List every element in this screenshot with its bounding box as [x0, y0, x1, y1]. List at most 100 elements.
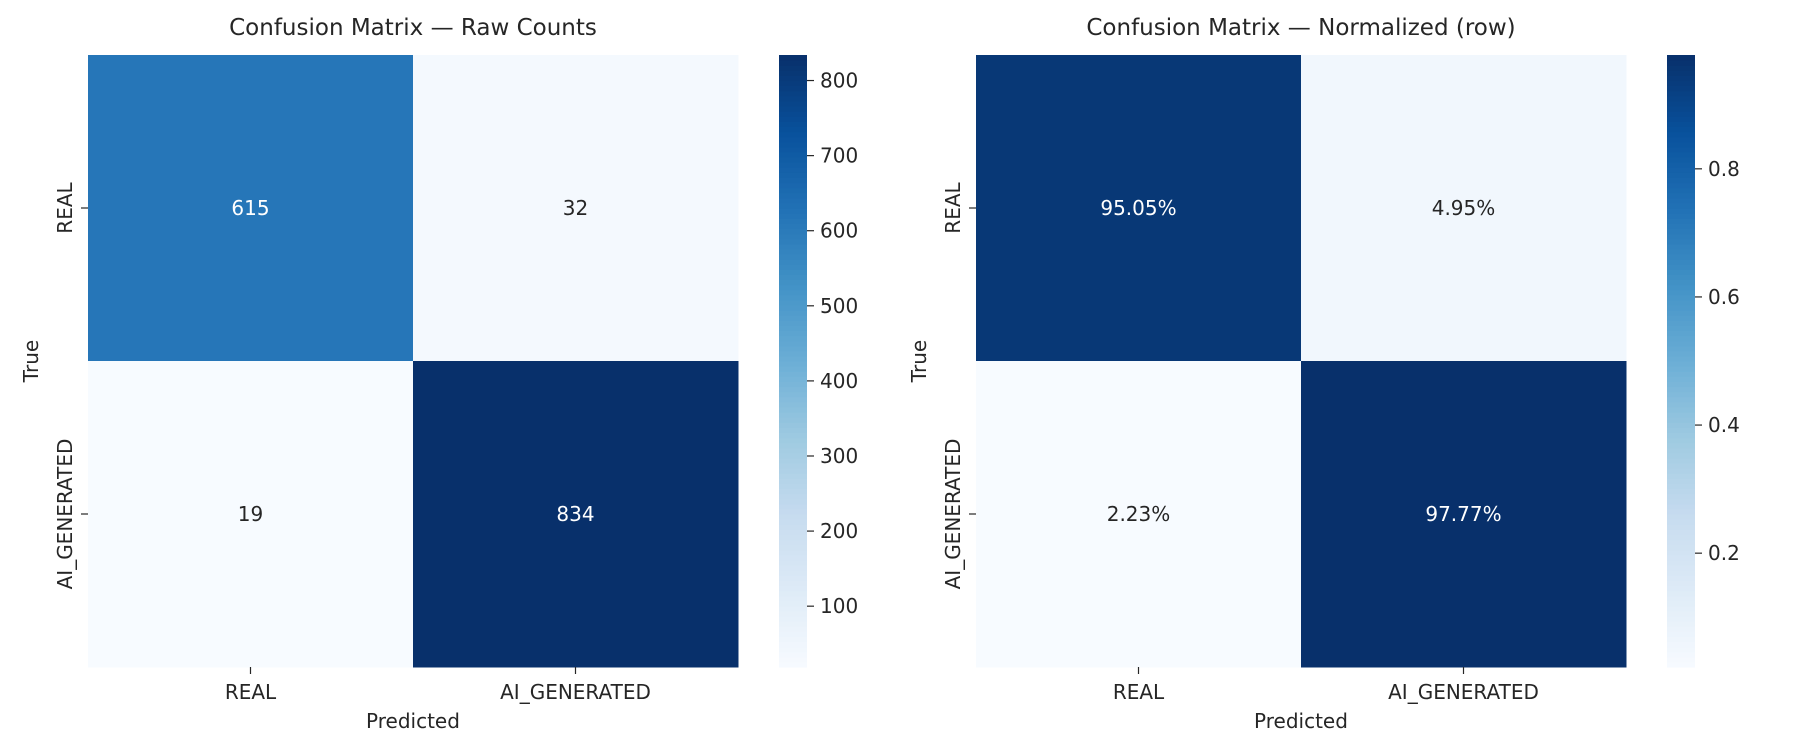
colorbar-segment: [779, 626, 807, 632]
colorbar-segment: [779, 146, 807, 153]
colorbar-segment: [1667, 605, 1695, 612]
colorbar-segment: [1667, 111, 1695, 117]
chart-title: Confusion Matrix — Normalized (row): [1086, 15, 1515, 41]
y-tick-label: REAL: [941, 181, 965, 233]
colorbar-segment: [1667, 661, 1695, 668]
colorbar-segment: [1667, 519, 1695, 525]
colorbar-segment: [779, 437, 807, 444]
colorbar-segment: [1667, 55, 1695, 61]
colorbar-segment: [779, 478, 807, 484]
colorbar-segment: [1667, 529, 1695, 535]
colorbar-segment: [779, 401, 807, 408]
colorbar-segment: [1667, 289, 1695, 296]
colorbar-segment: [1667, 473, 1695, 479]
colorbar-segment: [779, 656, 807, 663]
colorbar-segment: [779, 279, 807, 286]
colorbar-segment: [779, 473, 807, 479]
colorbar-segment: [779, 488, 807, 495]
colorbar-segment: [779, 106, 807, 112]
colorbar-segment: [779, 590, 807, 597]
colorbar-segment: [1667, 565, 1695, 571]
cell-value-label: 95.05%: [1100, 196, 1176, 220]
colorbar-segment: [1667, 371, 1695, 377]
colorbar-segment: [779, 529, 807, 535]
colorbar-segment: [1667, 631, 1695, 637]
colorbar-segment: [779, 570, 807, 576]
colorbar-segment: [1667, 238, 1695, 245]
colorbar-segment: [779, 616, 807, 622]
colorbar-segment: [1667, 361, 1695, 367]
colorbar-segment: [1667, 457, 1695, 464]
colorbar-segment: [779, 549, 807, 556]
colorbar-segment: [779, 335, 807, 342]
colorbar-segment: [1667, 570, 1695, 576]
colorbar-segment: [1667, 575, 1695, 581]
colorbar-segment: [1667, 442, 1695, 449]
colorbar-segment: [1667, 345, 1695, 352]
colorbar-segment: [779, 264, 807, 270]
colorbar-segment: [1667, 157, 1695, 163]
colorbar-segment: [779, 325, 807, 331]
colorbar-segment: [1667, 432, 1695, 439]
colorbar-segment: [1667, 468, 1695, 474]
heatmap-cell: [413, 361, 739, 668]
colorbar-tick-label: 0.4: [1708, 413, 1740, 437]
colorbar-segment: [1667, 330, 1695, 337]
colorbar-segment: [779, 381, 807, 388]
colorbar-segment: [779, 514, 807, 520]
heatmap-cell: [88, 361, 414, 668]
colorbar-segment: [779, 559, 807, 566]
colorbar-segment: [779, 508, 807, 515]
colorbar-segment: [779, 95, 807, 102]
colorbar-segment: [779, 177, 807, 184]
colorbar-segment: [779, 274, 807, 280]
colorbar-segment: [779, 493, 807, 500]
colorbar-segment: [1667, 422, 1695, 428]
colorbar-segment: [779, 238, 807, 245]
colorbar-segment: [1667, 498, 1695, 505]
colorbar-segment: [779, 432, 807, 439]
colorbar-segment: [779, 65, 807, 71]
colorbar-segment: [1667, 508, 1695, 515]
colorbar-segment: [1667, 60, 1695, 66]
colorbar-segment: [779, 202, 807, 209]
heatmap-cell: [976, 55, 1302, 362]
colorbar-segment: [779, 116, 807, 122]
colorbar-segment: [779, 386, 807, 393]
colorbar-segment: [779, 90, 807, 97]
colorbar-segment: [779, 141, 807, 148]
colorbar-segment: [779, 605, 807, 612]
colorbar-segment: [1667, 228, 1695, 235]
colorbar-segment: [779, 151, 807, 158]
cell-value-label: 834: [556, 502, 594, 526]
colorbar-tick-label: 500: [820, 294, 858, 318]
colorbar-segment: [1667, 478, 1695, 484]
colorbar-segment: [1667, 208, 1695, 214]
colorbar-segment: [779, 330, 807, 337]
colorbar-segment: [1667, 106, 1695, 112]
colorbar-segment: [779, 233, 807, 240]
colorbar-segment: [779, 452, 807, 459]
colorbar-segment: [779, 197, 807, 204]
colorbar-segment: [779, 60, 807, 66]
colorbar-segment: [1667, 544, 1695, 551]
colorbar-segment: [1667, 90, 1695, 97]
colorbar-segment: [779, 427, 807, 433]
cell-value-label: 4.95%: [1432, 196, 1496, 220]
colorbar-segment: [1667, 483, 1695, 490]
colorbar-segment: [779, 422, 807, 428]
colorbar-segment: [779, 524, 807, 530]
colorbar-segment: [779, 417, 807, 423]
colorbar-segment: [1667, 80, 1695, 87]
colorbar-segment: [1667, 116, 1695, 122]
colorbar-segment: [1667, 310, 1695, 316]
colorbar-segment: [1667, 636, 1695, 643]
colorbar-segment: [1667, 534, 1695, 541]
colorbar-segment: [1667, 151, 1695, 158]
cell-value-label: 2.23%: [1107, 502, 1171, 526]
colorbar-segment: [779, 70, 807, 76]
colorbar-segment: [1667, 554, 1695, 561]
colorbar-segment: [779, 315, 807, 321]
y-tick-label: AI_GENERATED: [53, 439, 77, 590]
